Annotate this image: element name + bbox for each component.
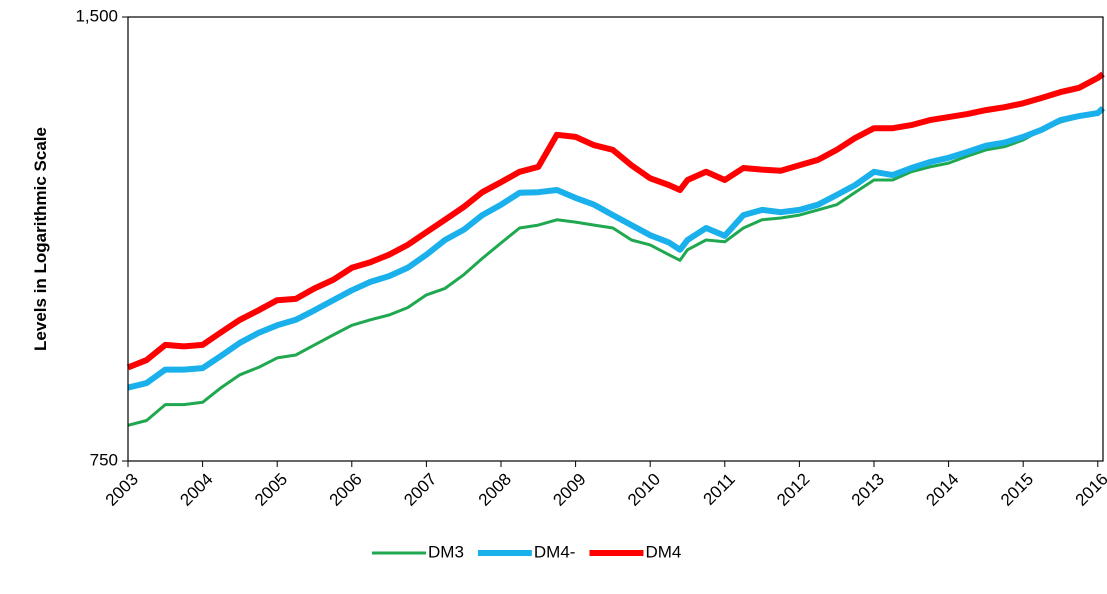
series-line (127, 106, 1106, 391)
x-tick-label: 2015 (997, 470, 1037, 510)
x-tick-label: 2011 (699, 470, 738, 509)
x-tick-label: 2014 (922, 470, 962, 510)
x-tick-label: 2003 (102, 470, 142, 510)
x-tick-label: 2006 (326, 470, 366, 510)
plot-frame (127, 16, 1104, 462)
legend-label: DM4 (645, 542, 681, 561)
legend-label: DM4- (534, 542, 576, 561)
series-line (127, 108, 1104, 427)
x-tick-label: 2005 (251, 470, 291, 510)
x-tick-label: 2004 (176, 470, 216, 510)
legend-label: DM3 (428, 542, 464, 561)
y-tick-label: 750 (90, 450, 118, 469)
y-tick-label: 1,500 (75, 6, 118, 25)
x-tick-label: 2012 (773, 470, 813, 510)
x-tick-label: 2016 (1072, 470, 1107, 510)
x-tick-label: 2009 (549, 470, 589, 510)
series-line (126, 71, 1105, 371)
x-tick-label: 2008 (475, 470, 515, 510)
y-axis-title: Levels in Logarithmic Scale (31, 127, 50, 351)
x-tick-label: 2013 (848, 470, 888, 510)
x-tick-label: 2010 (624, 470, 664, 510)
x-tick-label: 2007 (400, 470, 440, 510)
